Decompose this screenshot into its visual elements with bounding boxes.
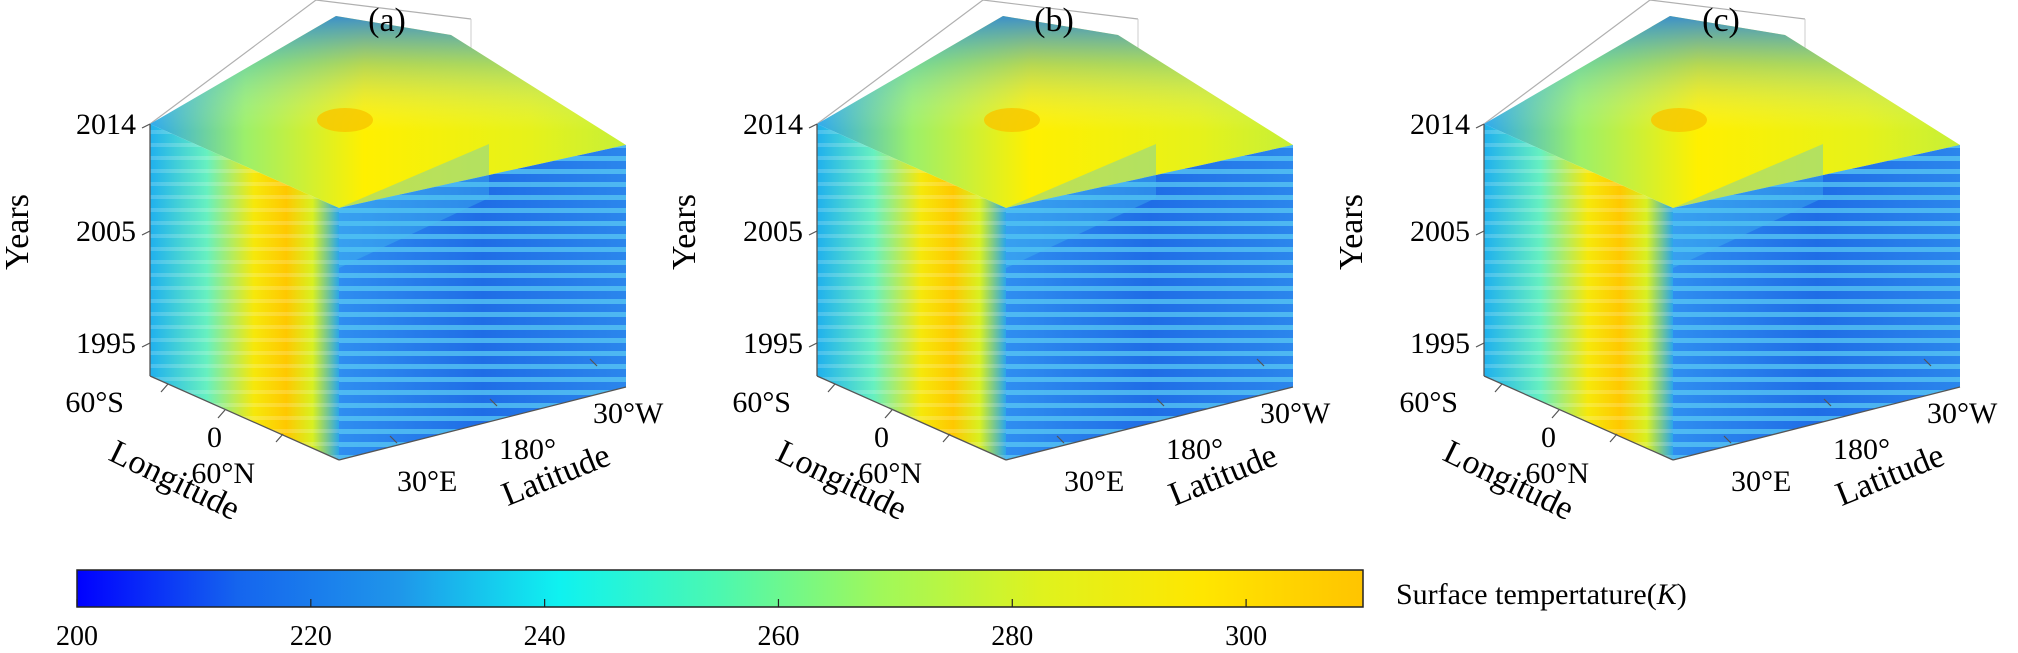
colorbar-tick-label: 280 (991, 621, 1033, 652)
colorbar-fill (76, 569, 1364, 608)
years-tick-label: 2014 (1410, 108, 1470, 141)
years-tick-mark (1475, 123, 1485, 129)
longitude-tick-label: 60°S (732, 386, 791, 419)
latitude-tick-mark (589, 358, 598, 367)
right-face-highlight (1673, 144, 1823, 268)
years-axis-label: Years (0, 194, 36, 270)
latitude-axis-line (1672, 386, 1961, 461)
latitude-tick-label: 30°W (1260, 397, 1331, 430)
years-tick-label: 2014 (76, 108, 136, 141)
colorbar-label: Surface tempertature(K) (1396, 578, 1687, 611)
years-tick-mark (141, 342, 151, 348)
longitude-tick-label: 60°S (65, 386, 124, 419)
left-face-stripes (1484, 124, 1673, 460)
colorbar-tick-label: 260 (757, 621, 799, 652)
latitude-tick-mark (489, 398, 498, 407)
axis-frame-back (149, 0, 472, 125)
latitude-tick-mark (389, 435, 398, 444)
longitude-tick-mark (1609, 433, 1618, 443)
top-face-shade (817, 16, 1293, 208)
panel-title: (b) (1034, 2, 1074, 39)
left-face-stripes (150, 124, 339, 460)
axis-frame-back (1483, 0, 1806, 125)
years-tick-label: 2014 (743, 108, 803, 141)
longitude-tick-label: 0 (874, 421, 889, 454)
longitude-axis-line (1483, 375, 1674, 461)
colorbar-tick-label: 300 (1225, 621, 1267, 652)
longitude-tick-mark (884, 409, 893, 419)
right-face-stripes (339, 145, 626, 460)
top-face-hotspot (1651, 108, 1707, 132)
years-tick-label: 2005 (1410, 215, 1470, 248)
years-tick-mark (1475, 342, 1485, 348)
right-face-highlight (339, 144, 489, 268)
colorbar: 200 220 240 260 280 300 Surface tempertature(… (56, 569, 1687, 652)
years-tick-label: 1995 (76, 327, 136, 360)
latitude-tick-label: 30°W (593, 397, 664, 430)
longitude-axis-line (816, 375, 1007, 461)
longitude-tick-label: 60°N (191, 457, 255, 490)
years-tick-label: 2005 (743, 215, 803, 248)
longitude-tick-label: 60°N (858, 457, 922, 490)
latitude-tick-mark (1056, 435, 1065, 444)
right-face-stripes (1673, 145, 1960, 460)
latitude-axis-line (1005, 386, 1294, 461)
latitude-tick-label: 30°E (1064, 465, 1124, 498)
latitude-tick-mark (1923, 358, 1932, 367)
latitude-tick-label: 180° (1833, 433, 1890, 466)
panel-title: (a) (368, 2, 406, 39)
years-tick-mark (808, 123, 818, 129)
top-face-shade (150, 16, 626, 208)
longitude-tick-mark (160, 383, 169, 393)
years-tick-label: 1995 (1410, 327, 1470, 360)
longitude-tick-label: 0 (207, 421, 222, 454)
top-face-hotspot (984, 108, 1040, 132)
years-tick-mark (808, 342, 818, 348)
years-axis-label: Years (1333, 194, 1370, 270)
colorbar-tick-label: 220 (290, 621, 332, 652)
top-face-hotspot (317, 108, 373, 132)
longitude-tick-label: 0 (1541, 421, 1556, 454)
longitude-tick-label: 60°N (1525, 457, 1589, 490)
longitude-axis-line (149, 375, 340, 461)
years-tick-label: 1995 (743, 327, 803, 360)
colorbar-tick-label: 240 (524, 621, 566, 652)
latitude-tick-label: 30°E (1731, 465, 1791, 498)
latitude-tick-label: 30°E (397, 465, 457, 498)
longitude-tick-label: 60°S (1399, 386, 1458, 419)
longitude-tick-mark (275, 433, 284, 443)
years-tick-mark (141, 123, 151, 129)
years-tick-label: 2005 (76, 215, 136, 248)
right-face-stripes (1006, 145, 1293, 460)
latitude-axis-line (338, 386, 627, 461)
right-face-highlight (1006, 144, 1156, 268)
years-tick-mark (808, 230, 818, 236)
colorbar-tick-label: 200 (56, 621, 98, 652)
longitude-tick-mark (827, 383, 836, 393)
longitude-tick-mark (1551, 409, 1560, 419)
longitude-tick-mark (217, 409, 226, 419)
longitude-tick-mark (1494, 383, 1503, 393)
left-face-stripes (817, 124, 1006, 460)
panel-title: (c) (1702, 2, 1740, 39)
years-tick-mark (1475, 230, 1485, 236)
latitude-tick-mark (1156, 398, 1165, 407)
latitude-tick-mark (1823, 398, 1832, 407)
years-axis-label: Years (666, 194, 703, 270)
latitude-tick-label: 180° (499, 433, 556, 466)
axis-frame-back (816, 0, 1139, 125)
top-face-shade (1484, 16, 1960, 208)
latitude-tick-label: 180° (1166, 433, 1223, 466)
latitude-tick-mark (1723, 435, 1732, 444)
longitude-tick-mark (942, 433, 951, 443)
latitude-tick-mark (1256, 358, 1265, 367)
years-tick-mark (141, 230, 151, 236)
latitude-tick-label: 30°W (1927, 397, 1998, 430)
